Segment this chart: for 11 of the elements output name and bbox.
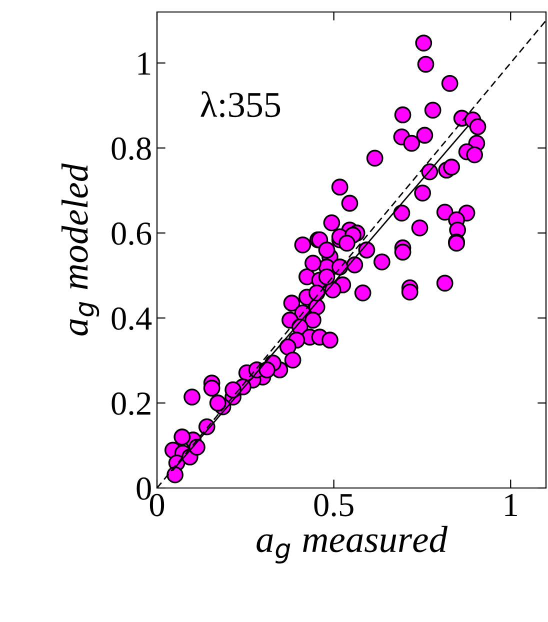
y-tick-label: 0	[136, 477, 151, 500]
y-axis-title: a$_{g}$ modeled	[61, 163, 100, 336]
x-tick-label: 0.5	[314, 494, 354, 516]
y-tick-label: 0.8	[112, 137, 151, 160]
annotation: λ:355	[200, 91, 280, 118]
y-tick-label: 0.6	[112, 222, 152, 246]
y-tick-label: 1	[138, 52, 150, 75]
y-tick-label: 0.4	[112, 307, 152, 330]
x-tick-label: 1	[505, 494, 517, 516]
y-tick-label: 0.2	[112, 392, 150, 416]
x-axis-title: a$_{g}$ measured	[256, 526, 448, 564]
